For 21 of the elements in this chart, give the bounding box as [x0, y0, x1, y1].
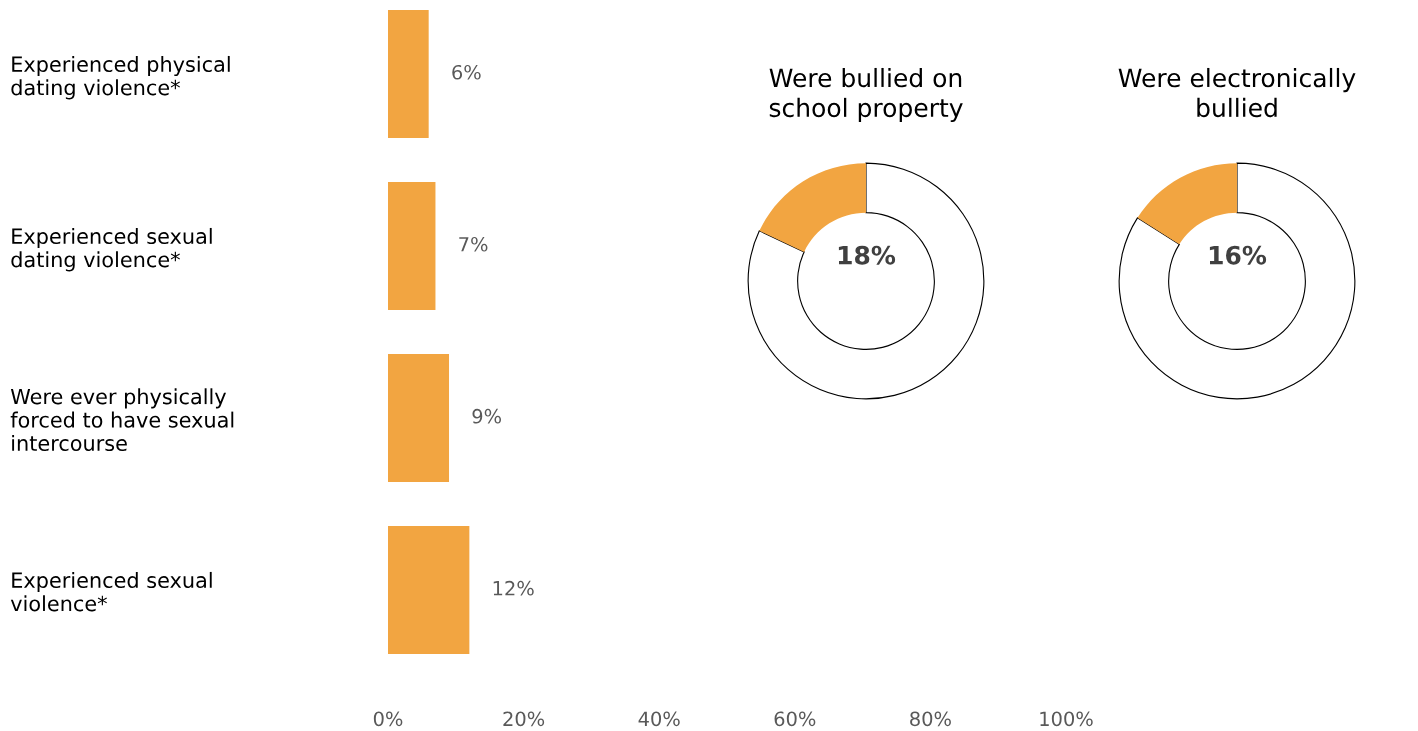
- x-tick-label: 20%: [503, 711, 545, 727]
- y-tick-label: Experienced sexual dating violence*: [11, 227, 212, 272]
- chart-title: Were electronically bullied: [1118, 67, 1356, 118]
- donut-slice: [1137, 163, 1237, 245]
- data-label: 6%: [452, 64, 481, 80]
- data-label: 7%: [459, 236, 488, 252]
- chart-title: Were bullied on school property: [769, 67, 963, 123]
- donut-slice: [747, 162, 985, 400]
- annotation: 18%: [838, 245, 896, 265]
- y-tick-label: Experienced physical dating violence*: [11, 55, 230, 100]
- y-tick-label: Experienced sexual violence*: [10, 571, 212, 612]
- x-tick-label: 100%: [1040, 711, 1093, 727]
- donut-slice: [1118, 162, 1356, 400]
- x-tick-label: 80%: [910, 711, 951, 727]
- data-label: 12%: [493, 580, 534, 596]
- data-label: 9%: [472, 408, 502, 424]
- x-tick-label: 60%: [774, 711, 816, 727]
- text: 16%: [1209, 245, 1267, 265]
- x-tick-label: 40%: [638, 711, 680, 727]
- x-tick-label: 0%: [373, 711, 403, 727]
- y-tick-label: Were ever physically forced to have sexual intercourse: [10, 388, 234, 452]
